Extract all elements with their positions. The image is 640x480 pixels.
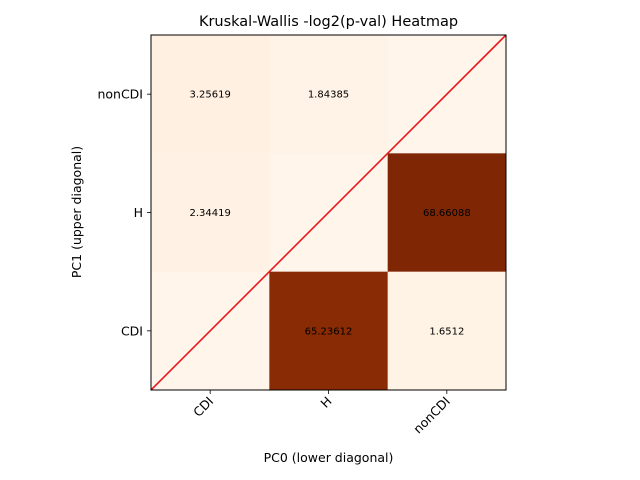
x-axis-label: PC0 (lower diagonal) bbox=[264, 450, 394, 465]
y-tick-label: nonCDI bbox=[97, 87, 143, 102]
y-tick-label: CDI bbox=[121, 323, 143, 338]
x-tick-label: CDI bbox=[190, 394, 216, 420]
x-tick-label: nonCDI bbox=[410, 394, 453, 437]
y-axis-label: PC1 (upper diagonal) bbox=[69, 146, 84, 278]
diagonal-line bbox=[150, 34, 507, 391]
heatmap-cell bbox=[151, 35, 270, 154]
heatmap-cell bbox=[387, 153, 507, 273]
cell-value-labels: 3.25619 1.84385 2.34419 68.66088 65.23612 1.6… bbox=[189, 90, 470, 338]
cell-value-label: 1.6512 bbox=[429, 326, 464, 337]
cell-value-label: 1.84385 bbox=[308, 90, 349, 101]
cell-value-label: 3.25619 bbox=[189, 90, 230, 101]
y-tick-label: H bbox=[134, 205, 143, 220]
chart-title: Kruskal-Wallis -log2(p-val) Heatmap bbox=[199, 14, 458, 30]
cell-value-label: 2.34419 bbox=[189, 208, 230, 219]
cell-value-label: 65.23612 bbox=[305, 326, 353, 337]
heatmap-cell bbox=[269, 35, 389, 154]
x-tick-label: H bbox=[317, 394, 334, 411]
heatmap-cell bbox=[151, 153, 270, 273]
cell-value-label: 68.66088 bbox=[423, 208, 471, 219]
heatmap-cell bbox=[387, 271, 507, 391]
heatmap-cell bbox=[269, 271, 389, 391]
